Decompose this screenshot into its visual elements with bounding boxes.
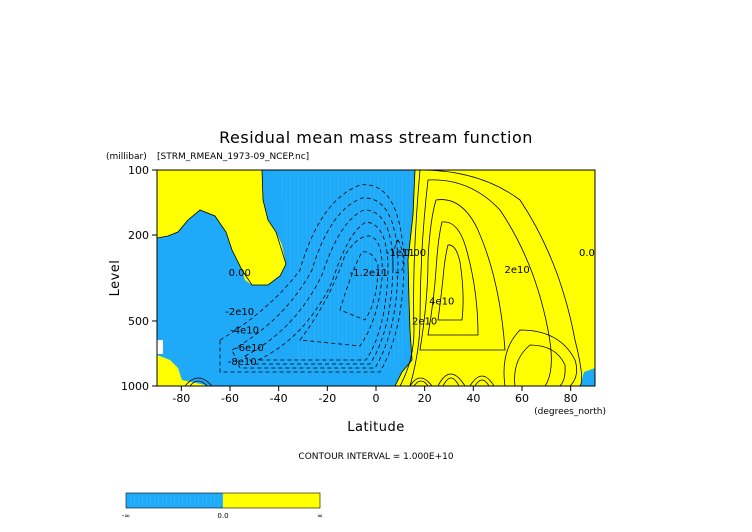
neg-contour-6 — [339, 251, 379, 321]
contour-label: 0.00 — [229, 268, 251, 279]
cell-2 — [189, 380, 208, 386]
missing-data-patch — [157, 340, 163, 354]
colorbar-positive — [223, 493, 320, 508]
colorbar: -∞ 0.0 ∞ — [122, 492, 323, 520]
x-tick-label: -20 — [318, 392, 336, 405]
contour-labels: 0.00-2e10-4e10-6e10-8e10-1.2e11-1e110.00… — [225, 248, 601, 368]
cell-8 — [474, 379, 490, 386]
cell-5 — [437, 373, 466, 386]
x-axis: -80 -60 -40 -20 0 20 40 60 80 — [172, 386, 578, 405]
contour-label: -1e11 — [386, 248, 415, 259]
colorbar-tick-zero: 0.0 — [217, 512, 228, 520]
pos-contour-north-2 — [514, 344, 566, 386]
colorbar-tick-max: ∞ — [317, 512, 323, 520]
zero-contour-boundary — [394, 170, 416, 386]
x-tick-label: -40 — [270, 392, 288, 405]
y-tick-label: 100 — [128, 164, 149, 177]
colorbar-tick-min: -∞ — [122, 512, 130, 520]
pos-contour-5 — [437, 244, 464, 321]
negative-region-grid-texture — [280, 170, 412, 372]
cell-4 — [413, 380, 429, 386]
x-tick-label: 0 — [373, 392, 380, 405]
y-units: (millibar) — [106, 152, 147, 162]
x-axis-label: Latitude — [347, 420, 405, 435]
neg-contour-5 — [299, 235, 383, 347]
y-tick-label: 500 — [128, 315, 149, 328]
contour-label: -6e10 — [235, 343, 264, 354]
contour-label: 2e10 — [505, 265, 530, 276]
y-axis: 100 200 500 1000 — [121, 164, 157, 393]
colorbar-frame — [125, 492, 321, 509]
neg-contour-4 — [257, 221, 389, 361]
cell-1 — [184, 377, 213, 386]
negative-region-north — [580, 368, 595, 386]
neg-contour-1 — [219, 184, 405, 373]
neg-contour-7 — [392, 239, 404, 274]
contour-interval-text: CONTOUR INTERVAL = 1.000E+10 — [298, 452, 453, 462]
neg-contour-2 — [231, 197, 399, 369]
chart-subtitle: [STRM_RMEAN_1973-09_NCEP.nc] — [157, 152, 309, 162]
contour-label: 2e10 — [412, 317, 437, 328]
colorbar-negative — [126, 493, 223, 508]
y-tick-label: 1000 — [121, 380, 149, 393]
contour-label: 4e10 — [429, 297, 454, 308]
y-axis-label: Level — [108, 260, 123, 297]
contour-label: 0.00 — [579, 248, 601, 259]
plot-area: 0.00-2e10-4e10-6e10-8e10-1.2e11-1e110.00… — [157, 170, 601, 386]
cell-6 — [442, 377, 460, 386]
contour-lines — [157, 170, 583, 386]
contour-label: -4e10 — [230, 325, 259, 336]
x-tick-label: -60 — [221, 392, 239, 405]
chart-title: Residual mean mass stream function — [219, 128, 533, 147]
contour-label: -8e10 — [228, 357, 257, 368]
y-tick-label: 200 — [128, 229, 149, 242]
zero-contour-west — [157, 170, 287, 286]
x-tick-label: 20 — [418, 392, 432, 405]
x-tick-label: -80 — [172, 392, 190, 405]
cell-7 — [469, 375, 495, 386]
cell-3 — [409, 377, 433, 386]
x-tick-label: 80 — [564, 392, 578, 405]
x-tick-label: 40 — [466, 392, 480, 405]
contour-label: -1.2e11 — [350, 268, 388, 279]
pos-contour-3 — [419, 199, 506, 351]
x-units: (degrees_north) — [534, 407, 606, 417]
contour-label: -2e10 — [225, 307, 254, 318]
pos-contour-north — [503, 329, 578, 386]
pos-contour-1 — [399, 170, 583, 386]
x-tick-label: 60 — [515, 392, 529, 405]
pos-contour-2 — [409, 179, 552, 386]
contour-label: 0.00 — [404, 248, 426, 259]
pos-contour-4 — [427, 221, 479, 336]
